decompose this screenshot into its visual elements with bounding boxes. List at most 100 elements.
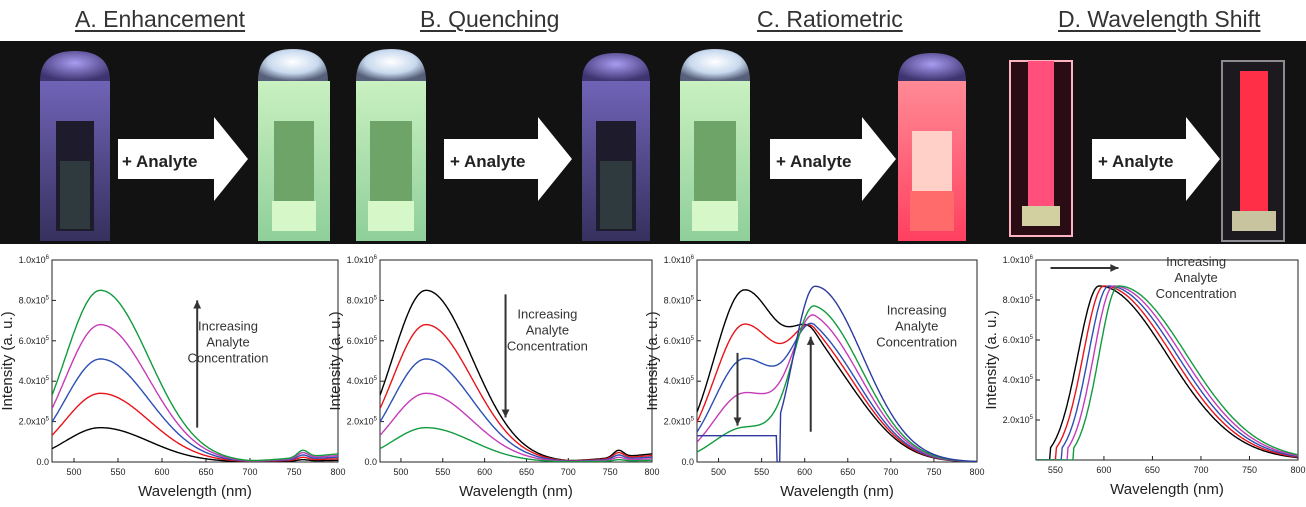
- cuvette-photo-band: + Analyte + Analyte + Analyte + Analyte: [0, 41, 1306, 244]
- x-tick-label: 750: [286, 467, 301, 477]
- x-tick-label: 800: [969, 467, 984, 477]
- panel-title-ratiometric: C. Ratiometric: [757, 6, 903, 32]
- trend-arrow-head: [1110, 264, 1119, 272]
- chart-ratiometric-svg: 500 550 600 650 700 750 800 0.0 2.0x105 4.0x105 6.…: [644, 255, 985, 500]
- spectrum-line-2: [1036, 285, 1298, 460]
- y-tick-label: 8.0x105: [1003, 295, 1034, 305]
- y-tick-label: 4.0x105: [347, 376, 378, 386]
- annotation-line-1: Analyte: [206, 335, 249, 350]
- x-tick-label: 600: [797, 467, 812, 477]
- spectrum-line-5: [697, 285, 977, 462]
- y-tick-label: 6.0x105: [347, 336, 378, 346]
- spectrum-line-2: [380, 358, 652, 462]
- panel-title-quenching: B. Quenching: [420, 6, 560, 32]
- x-tick-label: 700: [242, 467, 257, 477]
- y-tick-label: 8.0x105: [664, 295, 695, 305]
- cuvette-b-after: [582, 53, 650, 241]
- y-tick-label: 2.0x105: [664, 417, 695, 427]
- cuvette-a-before: [40, 51, 110, 241]
- analyte-arrow-a: + Analyte: [118, 117, 248, 201]
- series-group: [697, 285, 977, 462]
- x-tick-label: 500: [66, 467, 81, 477]
- x-axis-label: Wavelength (nm): [459, 483, 573, 500]
- x-tick-label: 750: [603, 467, 618, 477]
- x-tick-label: 500: [393, 467, 408, 477]
- analyte-arrow-label-c: + Analyte: [776, 152, 851, 171]
- plot-frame: [379, 259, 653, 463]
- analyte-arrow-label-b: + Analyte: [450, 152, 525, 171]
- y-tick-label: 2.0x105: [1003, 415, 1034, 425]
- series-group: [380, 289, 652, 462]
- x-tick-label: 750: [926, 467, 941, 477]
- cuvette-photos: + Analyte + Analyte + Analyte + Analyte: [40, 49, 1285, 242]
- x-tick-label: 550: [1048, 465, 1063, 475]
- annotation-line-1: Analyte: [895, 319, 938, 334]
- trend-arrow-up-head: [806, 336, 815, 345]
- y-tick-label: 8.0x105: [19, 295, 50, 305]
- annotation-line-2: Concentration: [1156, 286, 1237, 301]
- x-axis-label: Wavelength (nm): [138, 483, 252, 500]
- annotation-line-0: Increasing: [1166, 254, 1226, 269]
- y-tick-label: 0.0: [681, 457, 694, 467]
- x-tick-label: 550: [435, 467, 450, 477]
- annotation-line-1: Analyte: [526, 323, 569, 338]
- panel-title-enhancement: A. Enhancement: [75, 6, 246, 32]
- y-tick-label: 0.0: [364, 457, 377, 467]
- cuvette-b-before: [356, 49, 426, 241]
- y-tick-label: 1.0x106: [347, 255, 378, 265]
- chart-quenching: 500 550 600 650 700 750 800 0.0 2.0x105 4.0x105 6.…: [325, 252, 665, 507]
- cuvette-c-after: [898, 53, 966, 241]
- x-tick-label: 550: [754, 467, 769, 477]
- y-axis-label: Intensity (a. u.): [983, 310, 1000, 409]
- trend-arrow-head: [501, 409, 510, 418]
- x-tick-label: 500: [711, 467, 726, 477]
- spectrum-line-1: [1036, 285, 1298, 460]
- x-tick-label: 650: [519, 467, 534, 477]
- x-tick-label: 650: [198, 467, 213, 477]
- analyte-arrow-label-d: + Analyte: [1098, 152, 1173, 171]
- y-tick-label: 6.0x105: [1003, 335, 1034, 345]
- y-tick-label: 1.0x106: [19, 255, 50, 265]
- cuvette-d-before: [1009, 60, 1073, 237]
- y-axis-label: Intensity (a. u.): [327, 311, 344, 410]
- spectrum-line-0: [1036, 285, 1298, 460]
- plot-frame: [1035, 259, 1299, 461]
- y-tick-label: 8.0x105: [347, 295, 378, 305]
- x-tick-label: 550: [110, 467, 125, 477]
- x-axis-label: Wavelength (nm): [780, 483, 894, 500]
- chart-quenching-svg: 500 550 600 650 700 750 800 0.0 2.0x105 4.0x105 6.…: [327, 255, 660, 500]
- y-axis-label: Intensity (a. u.): [0, 311, 16, 410]
- x-tick-label: 650: [1145, 465, 1160, 475]
- analyte-arrow-b: + Analyte: [444, 117, 572, 201]
- cuvette-c-before: [680, 49, 750, 241]
- series-group: [1036, 285, 1298, 460]
- x-tick-label: 700: [1193, 465, 1208, 475]
- x-tick-label: 750: [1242, 465, 1257, 475]
- y-tick-label: 2.0x105: [347, 417, 378, 427]
- y-tick-label: 4.0x105: [19, 376, 50, 386]
- annotation-line-1: Analyte: [1174, 270, 1217, 285]
- y-tick-label: 6.0x105: [664, 336, 695, 346]
- x-axis-label: Wavelength (nm): [1110, 481, 1224, 498]
- y-tick-label: 1.0x106: [664, 255, 695, 265]
- y-axis-label: Intensity (a. u.): [644, 311, 661, 410]
- trend-arrow-head: [193, 300, 202, 309]
- annotation-line-2: Concentration: [507, 339, 588, 354]
- spectrum-line-3: [380, 392, 652, 462]
- plot-frame: [696, 259, 978, 463]
- annotation-line-0: Increasing: [887, 303, 947, 318]
- spectrum-line-4: [1036, 285, 1298, 460]
- x-tick-label: 700: [561, 467, 576, 477]
- analyte-arrow-c: + Analyte: [770, 117, 896, 201]
- spectrum-line-3: [697, 314, 977, 462]
- x-tick-label: 800: [644, 467, 659, 477]
- trend-arrow-down-head: [733, 417, 742, 426]
- annotation-line-0: Increasing: [517, 307, 577, 322]
- cuvette-d-after: [1221, 60, 1285, 242]
- spectrum-line-3: [52, 323, 338, 462]
- annotation-line-2: Concentration: [188, 351, 269, 366]
- annotation-line-2: Concentration: [876, 335, 957, 350]
- panel-title-wavelength-shift: D. Wavelength Shift: [1058, 6, 1261, 32]
- y-tick-label: 1.0x106: [1003, 255, 1034, 265]
- y-tick-label: 0.0: [36, 457, 49, 467]
